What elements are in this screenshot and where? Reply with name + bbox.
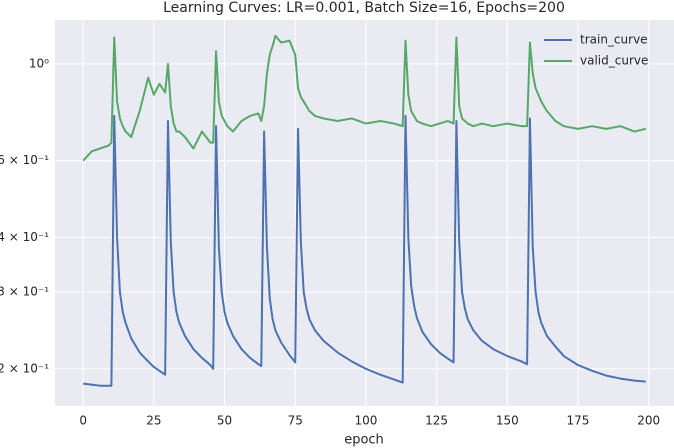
x-tick-label: 75 <box>288 414 303 428</box>
y-tick-label: 4 × 10⁻¹ <box>0 230 49 244</box>
y-tick-label: 10⁰ <box>29 56 49 70</box>
y-tick-label: 6 × 10⁻¹ <box>0 153 49 167</box>
x-tick-label: 175 <box>567 414 590 428</box>
x-tick-label: 150 <box>496 414 519 428</box>
x-tick-label: 125 <box>425 414 448 428</box>
chart-title: Learning Curves: LR=0.001, Batch Size=16… <box>163 0 565 16</box>
y-tick-label: 2 × 10⁻¹ <box>0 361 49 375</box>
y-tick-label: 3 × 10⁻¹ <box>0 285 49 299</box>
x-tick-label: 200 <box>637 414 660 428</box>
x-axis-label: epoch <box>344 433 384 448</box>
line-valid-curve <box>82 34 647 162</box>
legend-label: train_curve <box>580 33 648 47</box>
x-tick-label: 100 <box>354 414 377 428</box>
legend-label: valid_curve <box>580 54 648 68</box>
x-tick-label: 0 <box>79 414 87 428</box>
line-train-curve <box>83 114 646 387</box>
x-tick-label: 25 <box>146 414 161 428</box>
x-tick-label: 50 <box>217 414 232 428</box>
